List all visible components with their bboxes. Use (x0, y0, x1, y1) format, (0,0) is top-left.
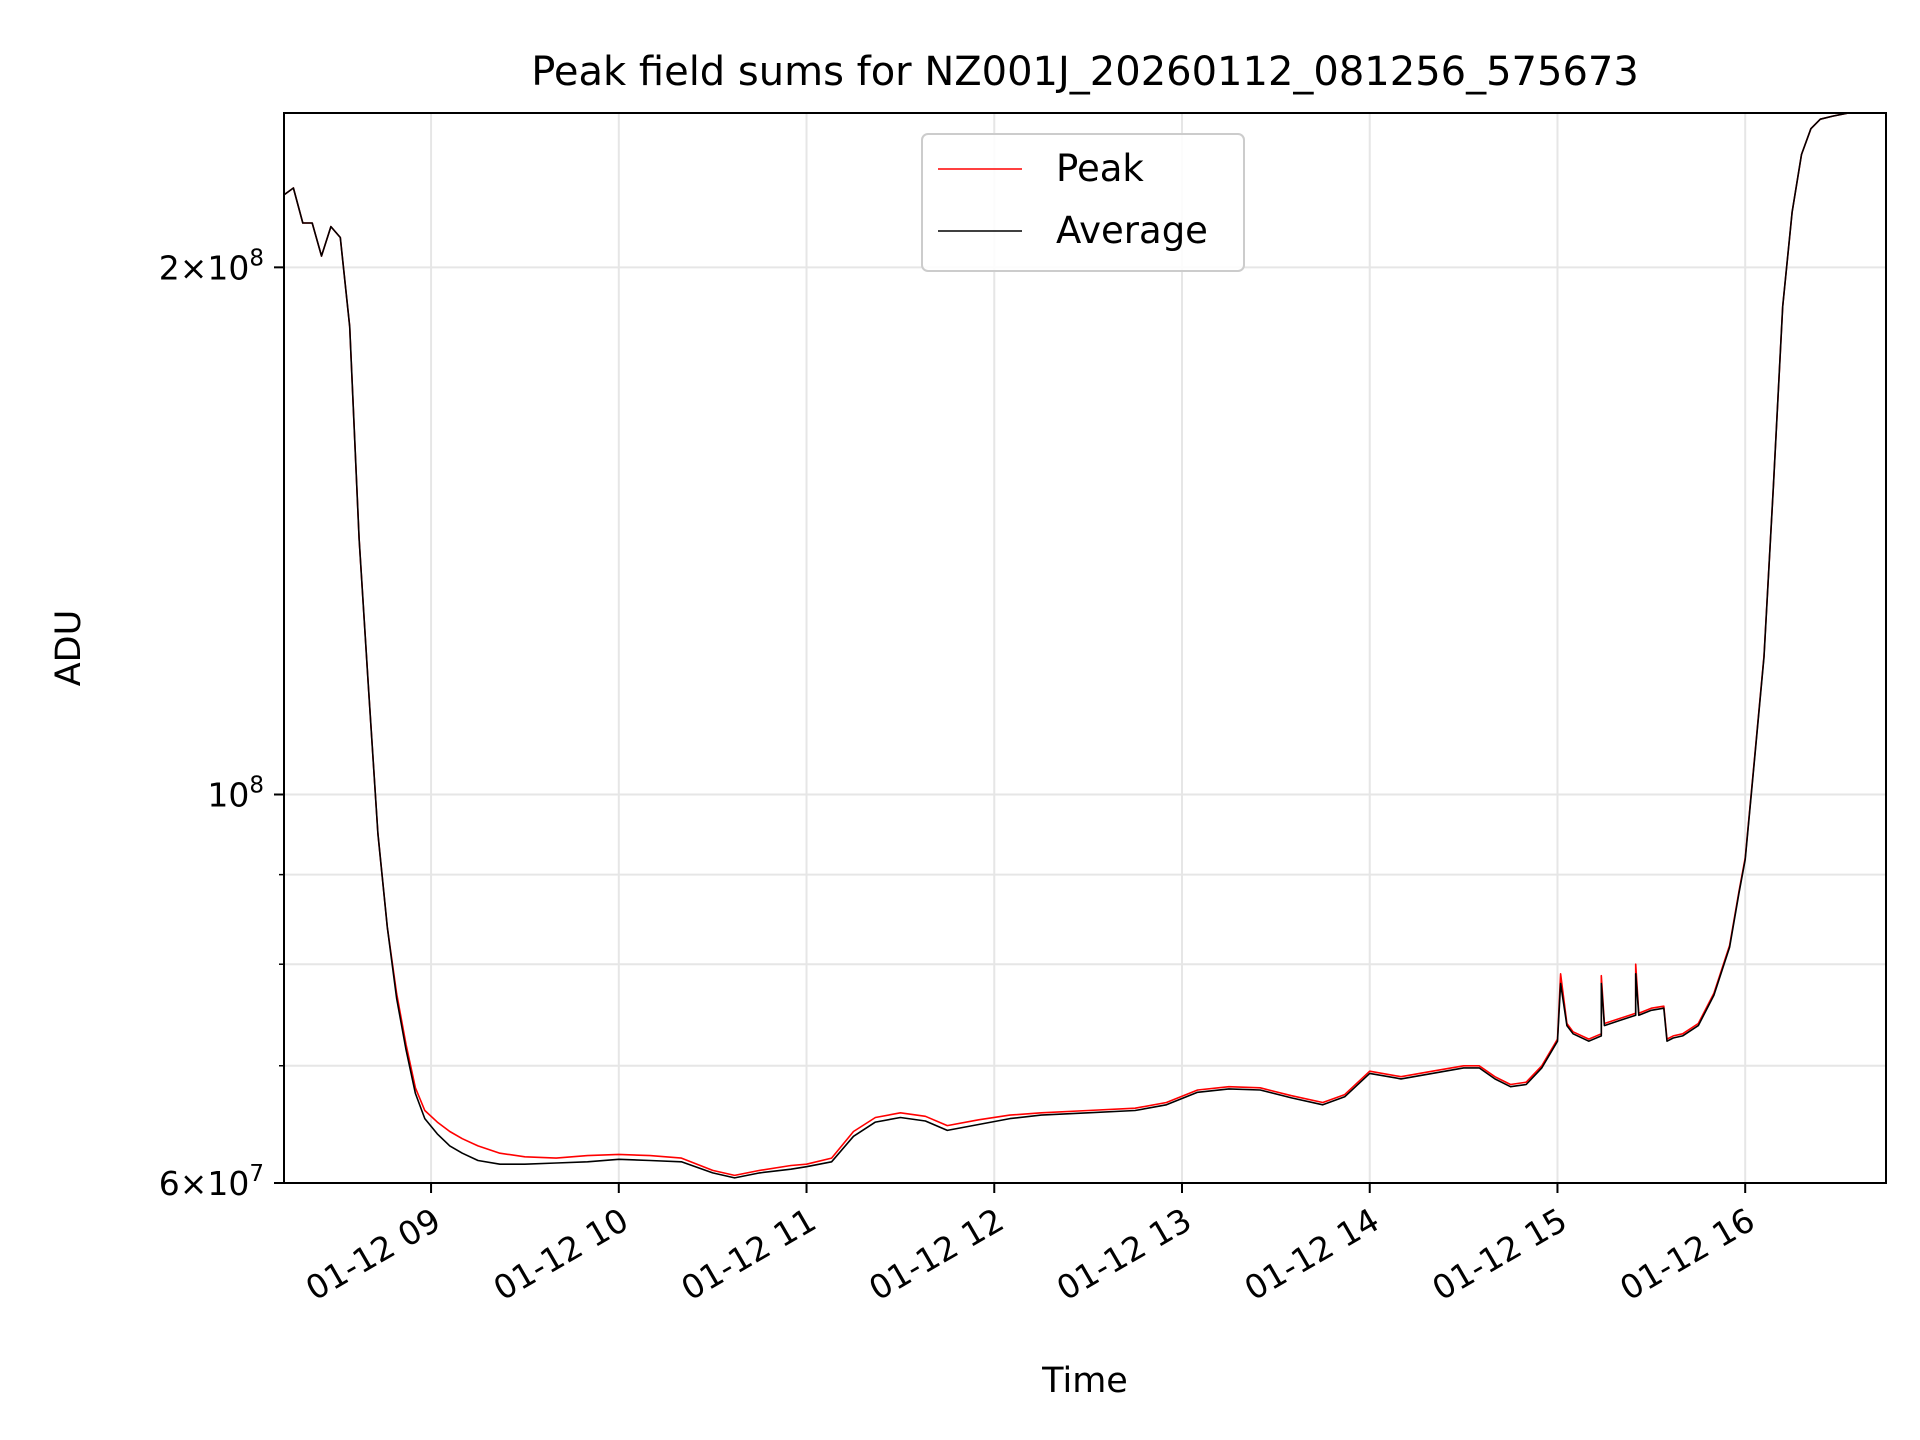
axis-ticks (274, 266, 1747, 1193)
y-tick-label-exponent: 8 (249, 773, 264, 799)
y-tick-label-exponent: 8 (249, 245, 264, 271)
legend-label-average: Average (1056, 209, 1208, 252)
series-line-average (284, 113, 1886, 1179)
plot-area-frame (283, 112, 1887, 1184)
y-axis-label: ADU (49, 610, 89, 687)
y-tick-label: 108 (207, 773, 264, 815)
y-tick-label-base: 6×10 (159, 1164, 250, 1203)
series-line-peak (284, 113, 1886, 1177)
series-layer (284, 113, 1886, 1179)
x-axis-label: Time (1041, 1361, 1128, 1401)
y-tick-label: 6×107 (159, 1161, 264, 1203)
y-tick-label-exponent: 7 (249, 1161, 264, 1187)
legend-label-peak: Peak (1056, 147, 1144, 190)
legend: Peak Average (921, 133, 1245, 272)
chart-title: Peak field sums for NZ001J_20260112_0812… (531, 49, 1639, 95)
y-tick-label-base: 10 (207, 776, 249, 815)
y-tick-label-base: 2×10 (159, 248, 250, 287)
y-tick-label: 2×108 (159, 245, 264, 287)
